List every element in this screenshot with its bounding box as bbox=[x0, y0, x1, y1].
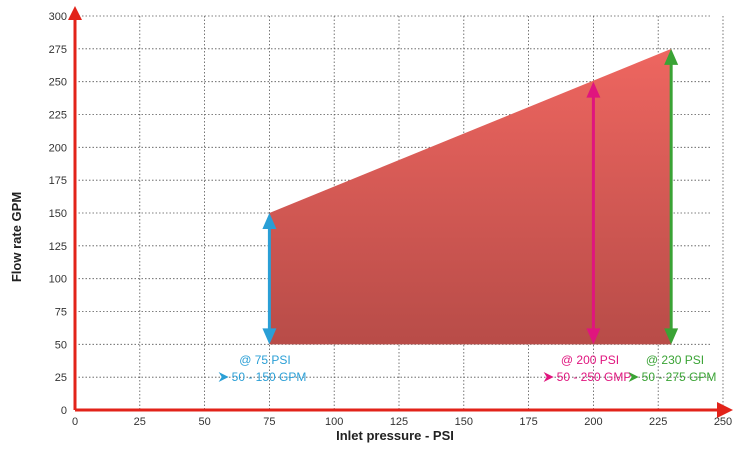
flow-area bbox=[269, 48, 672, 345]
x-axis-arrow-icon bbox=[717, 402, 733, 418]
annotation-range: 50 - 250 GMP bbox=[557, 370, 632, 384]
y-tick-label: 200 bbox=[49, 142, 67, 154]
range-arrowhead-top bbox=[262, 213, 277, 229]
range-arrowhead-top bbox=[586, 81, 601, 98]
annotation-pointer-icon bbox=[628, 372, 639, 382]
annotation-pressure: @ 200 PSI bbox=[561, 353, 619, 367]
y-tick-label: 75 bbox=[55, 307, 67, 319]
x-tick-label: 50 bbox=[198, 416, 210, 428]
y-tick-label: 275 bbox=[49, 44, 67, 56]
axes bbox=[68, 6, 733, 418]
range-arrowhead-bottom bbox=[586, 328, 601, 345]
y-tick-label: 250 bbox=[49, 77, 67, 89]
y-tick-label: 225 bbox=[49, 110, 67, 122]
annotation-range: 50 - 275 GPM bbox=[642, 370, 717, 384]
x-tick-label: 175 bbox=[519, 416, 537, 428]
range-arrowhead-bottom bbox=[664, 328, 679, 345]
y-axis-arrow-icon bbox=[68, 6, 82, 20]
x-tick-label: 150 bbox=[455, 416, 473, 428]
x-axis-title: Inlet pressure - PSI bbox=[336, 428, 454, 443]
y-axis-title: Flow rate GPM bbox=[9, 192, 24, 282]
x-tick-label: 225 bbox=[649, 416, 667, 428]
y-tick-label: 100 bbox=[49, 274, 67, 286]
y-tick-label: 125 bbox=[49, 241, 67, 253]
y-tick-label: 50 bbox=[55, 339, 67, 351]
tick-labels: 0 25 50 75 100 125 150 175 200 225 250 0 25 50 75 100 12… bbox=[49, 11, 733, 428]
y-tick-label: 150 bbox=[49, 208, 67, 220]
range-arrowhead-top bbox=[664, 48, 679, 65]
range-arrow-75 bbox=[262, 213, 277, 345]
annotation-range: 50 - 150 GPM bbox=[232, 370, 307, 384]
x-tick-label: 250 bbox=[714, 416, 732, 428]
range-arrowhead-bottom bbox=[262, 328, 277, 345]
x-tick-label: 75 bbox=[263, 416, 275, 428]
range-arrow-200 bbox=[586, 81, 601, 345]
x-tick-label: 100 bbox=[325, 416, 343, 428]
y-tick-label: 25 bbox=[55, 372, 67, 384]
x-tick-label: 125 bbox=[390, 416, 408, 428]
y-tick-label: 175 bbox=[49, 175, 67, 187]
range-arrow-230 bbox=[664, 48, 679, 345]
annotation-pressure: @ 230 PSI bbox=[646, 353, 704, 367]
annotation-pointer-icon bbox=[218, 372, 229, 382]
area-layer bbox=[269, 48, 672, 345]
annotation-pressure: @ 75 PSI bbox=[239, 353, 291, 367]
x-tick-label: 0 bbox=[72, 416, 78, 428]
x-tick-label: 200 bbox=[584, 416, 602, 428]
x-tick-label: 25 bbox=[134, 416, 146, 428]
annotations: @ 75 PSI 50 - 150 GPM @ 200 PSI 50 - 250 GM… bbox=[218, 353, 717, 384]
annotation-pointer-icon bbox=[543, 372, 554, 382]
range-layer bbox=[262, 48, 679, 345]
y-tick-label: 0 bbox=[61, 405, 67, 417]
y-tick-label: 300 bbox=[49, 11, 67, 23]
